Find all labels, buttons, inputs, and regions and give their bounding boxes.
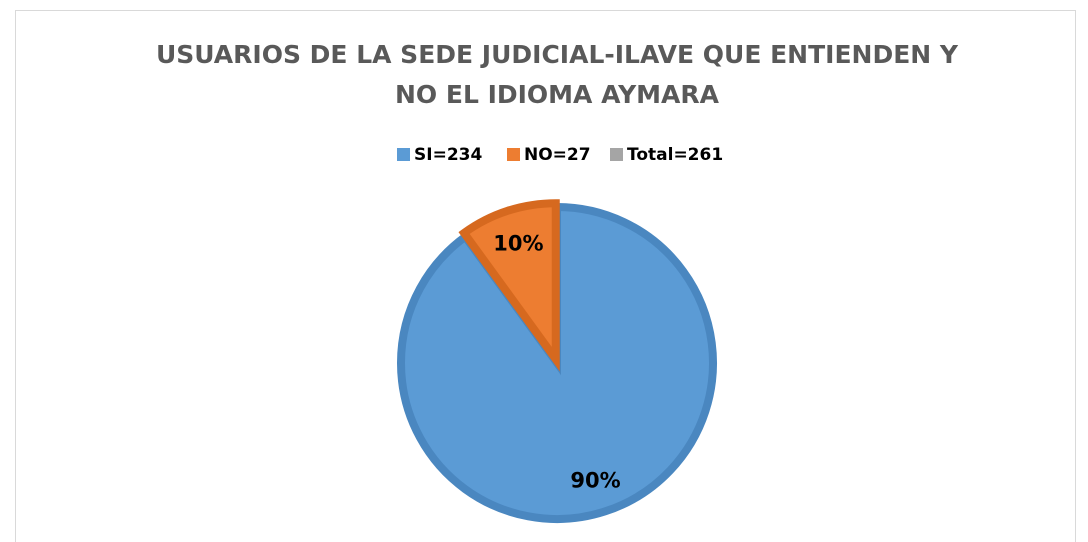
legend-swatch: [507, 148, 520, 161]
data-label: 90%: [570, 469, 620, 493]
legend-swatch: [397, 148, 410, 161]
pie-slice: [458, 199, 560, 372]
legend-swatch: [610, 148, 623, 161]
legend-label: NO=27: [524, 145, 591, 165]
legend-label: Total=261: [627, 145, 723, 165]
legend-label: SI=234: [414, 145, 482, 165]
data-label: 10%: [493, 231, 543, 255]
chart-title: USUARIOS DE LA SEDE JUDICIAL-ILAVE QUE E…: [156, 40, 959, 109]
